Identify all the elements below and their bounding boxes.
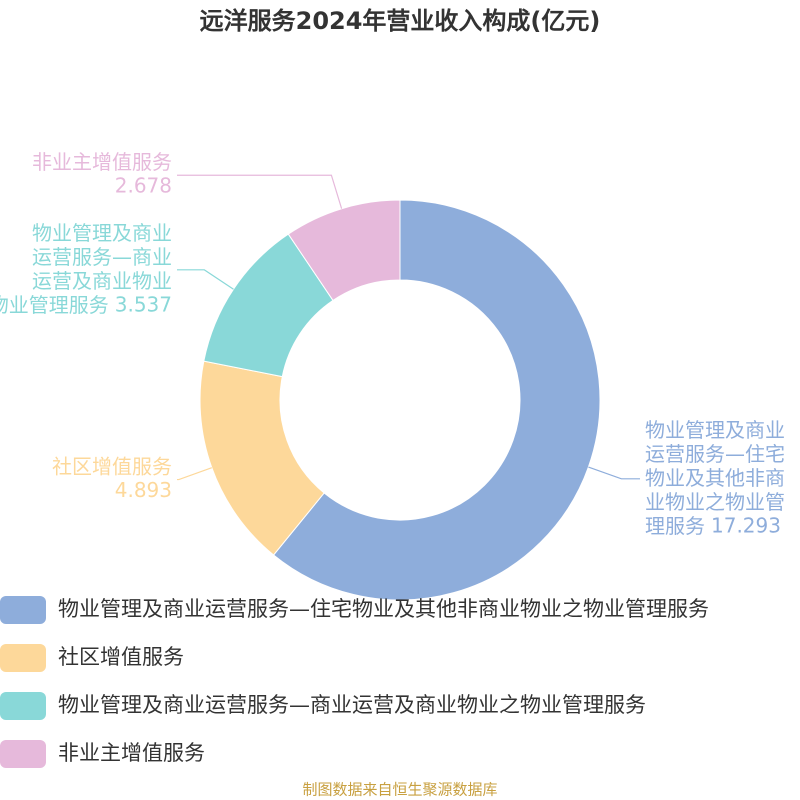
label-line: 之物业管理服务 <box>0 292 109 316</box>
label-line: 运营服务—住宅 <box>645 441 785 465</box>
donut-slice <box>287 199 401 302</box>
data-label-name: 物业管理及商业运营服务—商业运营及商业物业之物业管理服务 <box>0 220 172 316</box>
donut-slice <box>272 199 601 601</box>
label-connector <box>588 466 640 480</box>
data-label-name: 物业管理及商业运营服务—住宅物业及其他非商业物业之物业管理服务 <box>645 417 785 537</box>
legend-label: 社区增值服务 <box>58 645 184 669</box>
label-line: 业物业之物业管 <box>645 489 785 513</box>
label-line: 物业管理及商业 <box>32 220 172 244</box>
legend-swatch <box>0 692 46 720</box>
legend-swatch <box>0 644 46 672</box>
source-note: 制图数据来自恒生聚源数据库 <box>302 781 497 799</box>
data-label-name: 社区增值服务 <box>52 454 172 478</box>
label-line: 理服务 <box>645 513 705 537</box>
label-line: 物业及其他非商 <box>645 465 785 489</box>
data-label-value: 2.678 <box>115 174 172 198</box>
label-connector <box>177 174 343 209</box>
legend-label: 非业主增值服务 <box>58 741 205 765</box>
data-label-value: 4.893 <box>115 478 172 502</box>
label-line: 运营及商业物业 <box>32 268 172 292</box>
legend-swatch <box>0 596 46 624</box>
label-connector <box>177 269 234 290</box>
label-connector <box>177 467 213 481</box>
data-label-value: 17.293 <box>711 513 781 537</box>
label-line: 非业主增值服务 <box>32 150 172 174</box>
legend-swatch <box>0 740 46 768</box>
data-label-value: 3.537 <box>115 292 172 316</box>
label-line: 社区增值服务 <box>52 454 172 478</box>
label-line: 运营服务—商业 <box>32 244 172 268</box>
legend-label: 物业管理及商业运营服务—住宅物业及其他非商业物业之物业管理服务 <box>58 597 709 621</box>
legend-label: 物业管理及商业运营服务—商业运营及商业物业之物业管理服务 <box>58 693 646 717</box>
chart-title: 远洋服务2024年营业收入构成(亿元) <box>200 7 601 35</box>
data-label-name: 非业主增值服务 <box>32 150 172 174</box>
label-line: 物业管理及商业 <box>645 417 785 441</box>
